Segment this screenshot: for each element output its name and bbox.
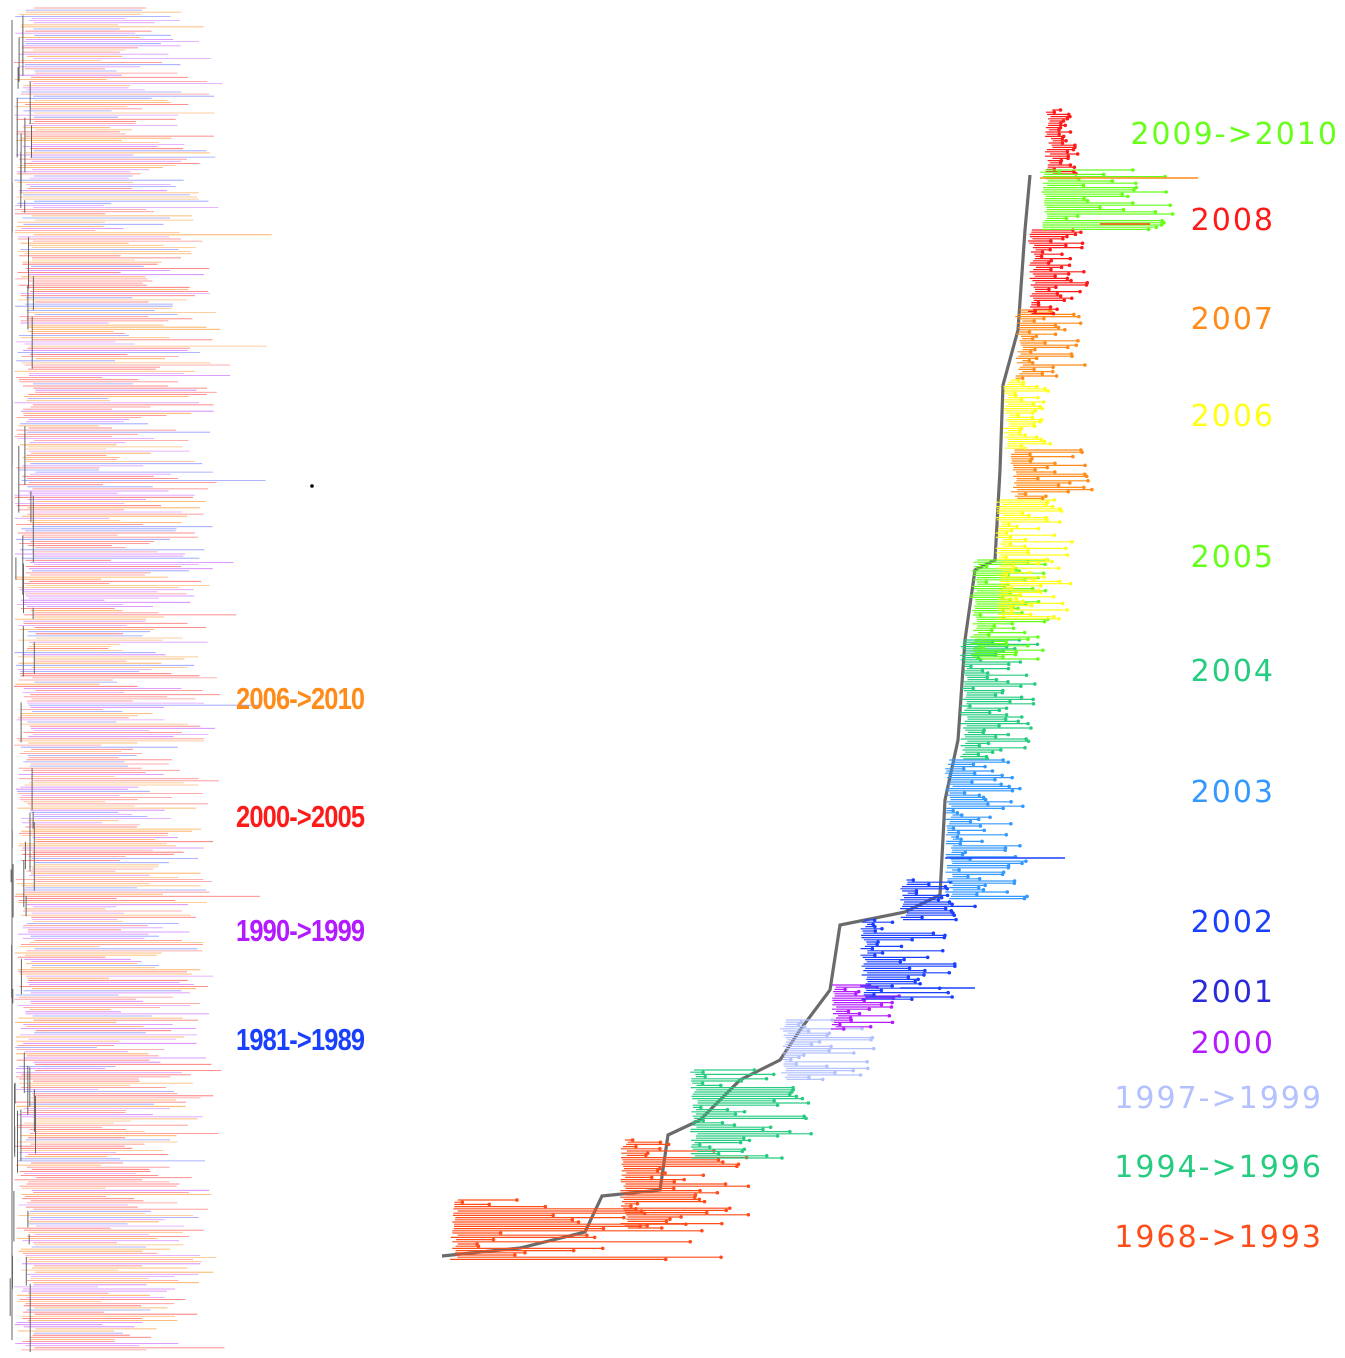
right-cluster-branches bbox=[690, 1069, 812, 1159]
right-cluster-tips bbox=[1004, 498, 1074, 621]
right-label-2001: 2001 bbox=[1190, 975, 1275, 1010]
right-cluster-branches bbox=[960, 639, 1038, 760]
right-label-2006: 2006 bbox=[1190, 399, 1275, 434]
right-label-2007: 2007 bbox=[1190, 302, 1275, 337]
left-branch-group bbox=[14, 39, 234, 1344]
stray-dot bbox=[310, 484, 314, 488]
left-phylogenetic-tree bbox=[9, 7, 272, 1353]
right-label-1994-1996: 1994->1996 bbox=[1114, 1150, 1323, 1185]
right-label-2008: 2008 bbox=[1190, 203, 1275, 238]
left-branch-group bbox=[14, 9, 266, 1334]
right-cluster-tips bbox=[1057, 168, 1175, 232]
right-label-1997-1999: 1997->1999 bbox=[1114, 1081, 1323, 1116]
left-branch-group bbox=[14, 30, 237, 1336]
right-cluster-branches bbox=[450, 1199, 722, 1260]
right-cluster-branches bbox=[860, 919, 955, 1000]
right-cluster-branches bbox=[780, 1019, 874, 1080]
right-cluster-tips bbox=[870, 918, 957, 1001]
left-label-1990-1999: 1990->1999 bbox=[236, 913, 365, 948]
right-label-2002: 2002 bbox=[1190, 905, 1275, 940]
left-label-1981-1989: 1981->1989 bbox=[236, 1022, 365, 1057]
right-cluster-branches bbox=[995, 499, 1072, 620]
left-branch-group bbox=[14, 72, 231, 1351]
right-cluster-branches bbox=[1010, 449, 1092, 499]
right-cluster-branches bbox=[1015, 309, 1085, 379]
left-label-2006-2010: 2006->2010 bbox=[236, 681, 365, 716]
right-label-2000: 2000 bbox=[1190, 1026, 1275, 1061]
left-tree-trunk bbox=[9, 15, 36, 1353]
right-cluster-tips bbox=[838, 983, 901, 1031]
right-cluster-branches bbox=[620, 1139, 749, 1229]
right-cluster-tips bbox=[789, 1018, 876, 1082]
left-branch-group bbox=[14, 18, 223, 1347]
right-label-2004: 2004 bbox=[1190, 654, 1275, 689]
right-cluster-tips bbox=[1013, 378, 1053, 450]
right-cluster-tips bbox=[697, 1068, 813, 1160]
right-cluster-branches bbox=[1040, 169, 1173, 230]
right-cluster-tips bbox=[911, 878, 977, 922]
right-cluster-branches bbox=[900, 879, 975, 921]
left-label-2000-2005: 2000->2005 bbox=[236, 799, 365, 834]
right-cluster-branches bbox=[1028, 229, 1088, 315]
right-cluster-tips bbox=[1023, 448, 1094, 501]
right-cluster-branches bbox=[1003, 379, 1051, 449]
right-cluster-tips bbox=[629, 1138, 751, 1230]
right-cluster-branches bbox=[830, 984, 900, 1030]
right-cluster-tips bbox=[968, 638, 1040, 761]
right-cluster-branches bbox=[945, 759, 1027, 900]
right-label-2005: 2005 bbox=[1190, 540, 1275, 575]
right-cluster-tips bbox=[1052, 108, 1080, 176]
right-cluster-tips bbox=[951, 758, 1029, 901]
right-phylogenetic-tree bbox=[441, 108, 1198, 1262]
right-cluster-branches bbox=[1045, 109, 1078, 175]
right-label-1968-1993: 1968->1993 bbox=[1114, 1220, 1323, 1255]
left-branch-group bbox=[14, 7, 260, 1349]
right-cluster-tips bbox=[1020, 308, 1087, 380]
right-label-2003: 2003 bbox=[1190, 775, 1275, 810]
left-branch-group bbox=[14, 11, 267, 1317]
right-label-2009-2010: 2009->2010 bbox=[1130, 117, 1339, 152]
left-branch-group bbox=[14, 26, 272, 1340]
